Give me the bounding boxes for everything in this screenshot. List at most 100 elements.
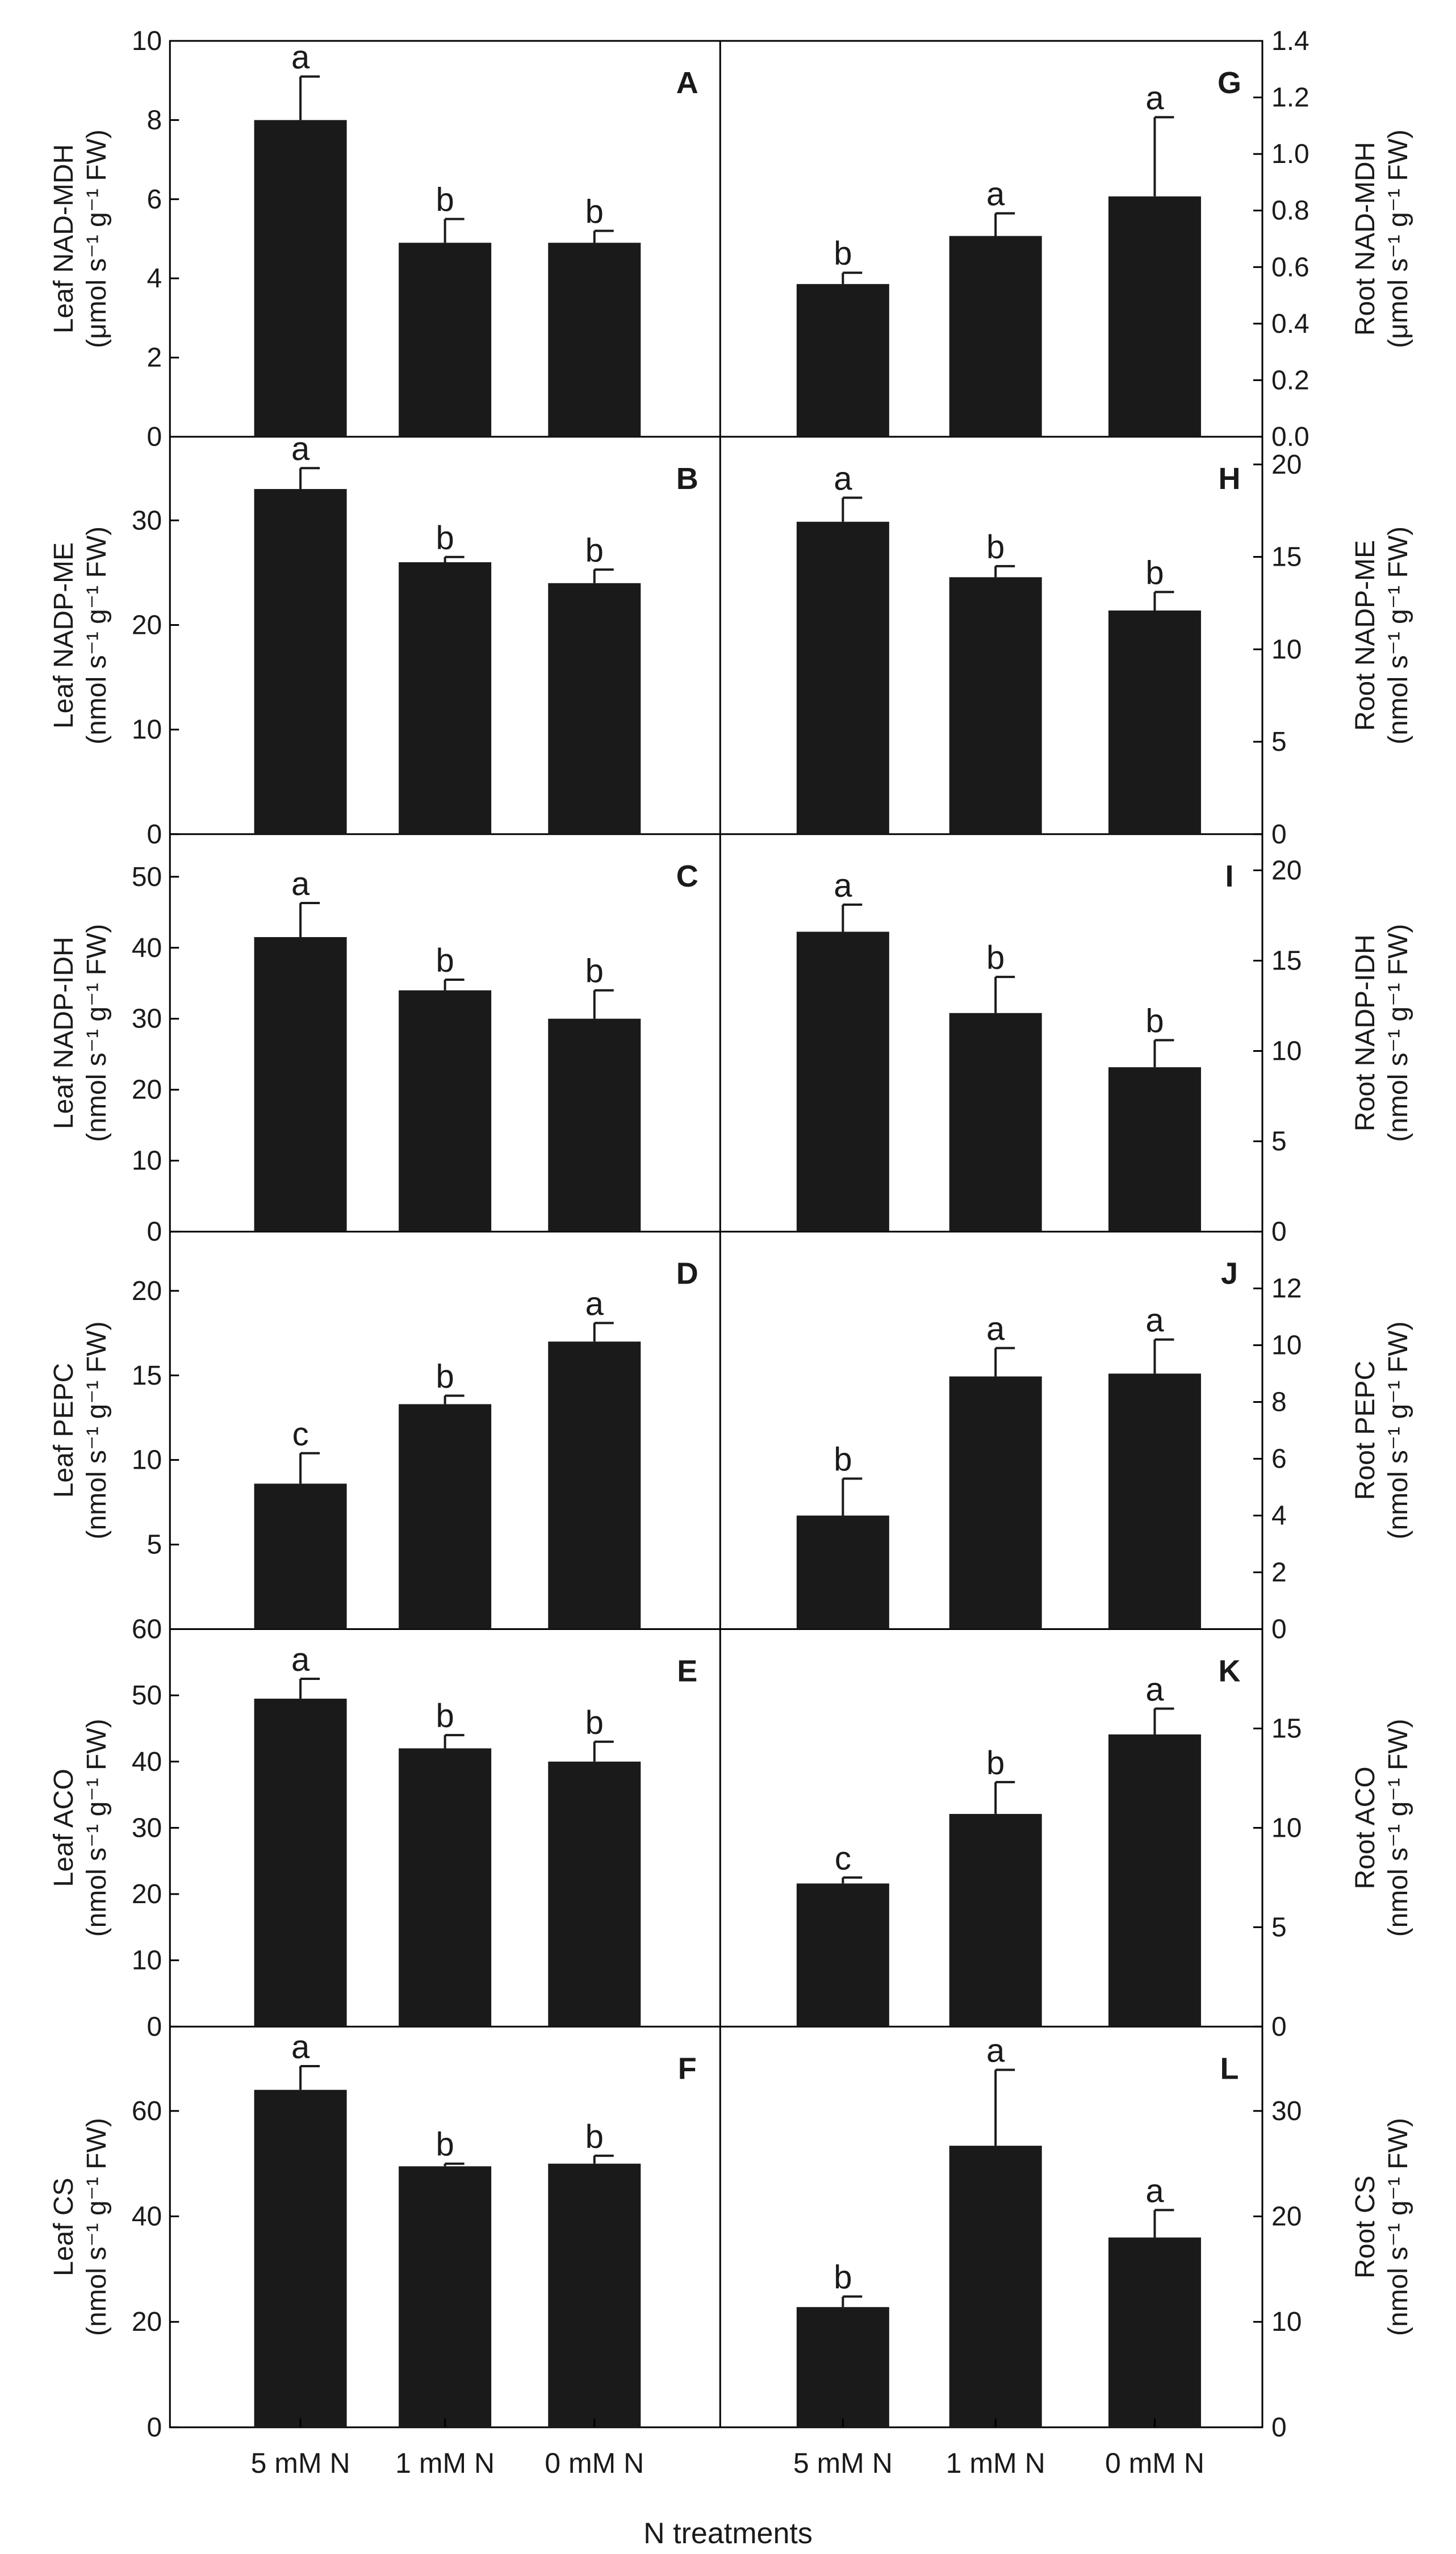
y-tick-label: 0 [147,2413,162,2443]
y-axis-title-line2: (nmol s⁻¹ g⁻¹ FW) [1383,1719,1413,1937]
significance-letter: b [585,532,604,569]
significance-letter: a [291,2029,310,2066]
y-tick-label: 0 [147,820,162,850]
y-tick-label: 20 [132,1879,162,1909]
y-tick-label: 8 [1271,1387,1287,1418]
y-axis-title-line2: (nmol s⁻¹ g⁻¹ FW) [82,1719,112,1937]
y-axis-title: Leaf ACO (nmol s⁻¹ g⁻¹ FW) [49,1719,112,1937]
panel-k: 0 5 10 15 c b a K Root ACO (nmol s⁻¹ g⁻¹ FW) [796,1654,1413,2042]
panel-label: G [1217,66,1241,100]
y-tick-label: 2 [147,343,162,373]
bar [1108,1373,1201,1629]
y-tick-label: 10 [132,1146,162,1176]
y-axis-title: Leaf NADP-IDH (nmol s⁻¹ g⁻¹ FW) [49,924,112,1142]
y-axis-title-line1: Root NADP-IDH [1350,934,1380,1131]
y-axis-title-line2: (nmol s⁻¹ g⁻¹ FW) [82,1322,112,1540]
y-tick-label: 20 [1271,2202,1302,2232]
y-axis-title-line1: Leaf PEPC [49,1363,79,1498]
y-tick-label: 6 [1271,1444,1287,1474]
y-tick-label: 20 [1271,450,1302,480]
panel-a: 0 2 4 6 8 10 a b b A Leaf NAD-MDH (μmol s⁻¹ g⁻¹ FW) [49,26,698,452]
significance-letter: b [436,182,454,219]
significance-letter: a [986,2032,1005,2069]
x-category-label: 5 mM N [793,2447,893,2479]
y-tick-label: 4 [147,264,162,294]
significance-letter: a [291,430,310,467]
y-tick-label: 30 [132,1004,162,1034]
significance-letter: a [1145,80,1164,116]
panel-h: 0 5 10 15 20 a b b H Root NADP-ME (nmol s⁻¹ g⁻¹ FW… [796,450,1413,850]
panel-j: 0 2 4 6 8 10 12 b a a J Root PEPC (nmol s⁻¹ g⁻¹ FW) [796,1257,1413,1644]
significance-letter: a [1145,1302,1164,1339]
y-axis-title-line1: Root PEPC [1350,1361,1380,1500]
significance-letter: b [1145,1002,1164,1039]
y-axis-title: Root NADP-IDH (nmol s⁻¹ g⁻¹ FW) [1350,924,1413,1142]
y-tick-label: 15 [1271,1713,1302,1744]
x-category-label: 5 mM N [251,2447,350,2479]
y-tick-label: 30 [1271,2096,1302,2126]
bar [548,1341,641,1629]
y-tick-label: 15 [1271,542,1302,572]
bar [1108,1067,1201,1232]
bar [399,243,492,437]
y-tick-label: 20 [132,1276,162,1306]
y-tick-label: 40 [132,933,162,963]
y-tick-label: 12 [1271,1274,1302,1304]
y-tick-label: 5 [1271,1127,1287,1157]
y-tick-label: 0 [1271,2413,1287,2443]
significance-letter: a [585,1285,604,1322]
panel-label: A [676,66,698,100]
y-axis-title-line1: Leaf CS [49,2177,79,2276]
bar [254,489,347,834]
y-axis-title: Root NADP-ME (nmol s⁻¹ g⁻¹ FW) [1350,526,1413,745]
y-tick-label: 0.8 [1271,196,1309,226]
y-axis-title-line2: (nmol s⁻¹ g⁻¹ FW) [82,526,112,745]
y-tick-label: 0.2 [1271,365,1309,395]
bar [254,120,347,437]
y-axis-title-line2: (nmol s⁻¹ g⁻¹ FW) [1383,2118,1413,2336]
y-tick-label: 0 [147,422,162,452]
bar [796,1515,889,1629]
y-axis-title-line2: (nmol s⁻¹ g⁻¹ FW) [82,2118,112,2336]
x-category-label: 1 mM N [946,2447,1045,2479]
y-axis-title-line2: (nmol s⁻¹ g⁻¹ FW) [82,924,112,1142]
significance-letter: b [986,939,1005,976]
significance-letter: a [1145,2172,1164,2209]
y-tick-label: 60 [132,1614,162,1644]
y-axis-title-line1: Leaf ACO [49,1769,79,1887]
x-category-label: 0 mM N [1105,2447,1204,2479]
significance-letter: a [986,176,1005,213]
y-axis-title-line1: Leaf NADP-IDH [49,937,79,1129]
bar [548,243,641,437]
y-tick-label: 20 [1271,855,1302,885]
y-axis-title-line2: (nmol s⁻¹ g⁻¹ FW) [1383,924,1413,1142]
y-axis-title-line1: Root NADP-ME [1350,540,1380,731]
panel-label: F [678,2051,697,2085]
panel-label: I [1225,859,1233,893]
bar [548,2163,641,2427]
y-axis-title: Root NAD-MDH (μmol s⁻¹ g⁻¹ FW) [1350,129,1413,348]
significance-letter: a [291,866,310,902]
bar [254,2089,347,2427]
y-axis-title-line1: Leaf NADP-ME [49,542,79,729]
y-tick-label: 15 [132,1361,162,1391]
y-tick-label: 5 [147,1530,162,1560]
significance-letter: b [986,529,1005,566]
panel-b: 0 10 20 30 a b b B Leaf NADP-ME (nmol s⁻¹ g⁻¹ FW) [49,430,698,850]
bar [949,577,1042,834]
panel-label: C [676,859,698,893]
y-tick-label: 0 [1271,2012,1287,2042]
bar [254,937,347,1232]
bar [949,1013,1042,1232]
y-tick-label: 0 [1271,820,1287,850]
y-tick-label: 30 [132,505,162,536]
y-tick-label: 5 [1271,1912,1287,1942]
y-tick-label: 10 [132,1445,162,1475]
y-axis-title-line1: Root NAD-MDH [1350,142,1380,336]
significance-letter: a [986,1311,1005,1348]
y-tick-label: 10 [1271,1331,1302,1361]
significance-letter: b [1145,554,1164,591]
y-tick-label: 10 [1271,634,1302,664]
